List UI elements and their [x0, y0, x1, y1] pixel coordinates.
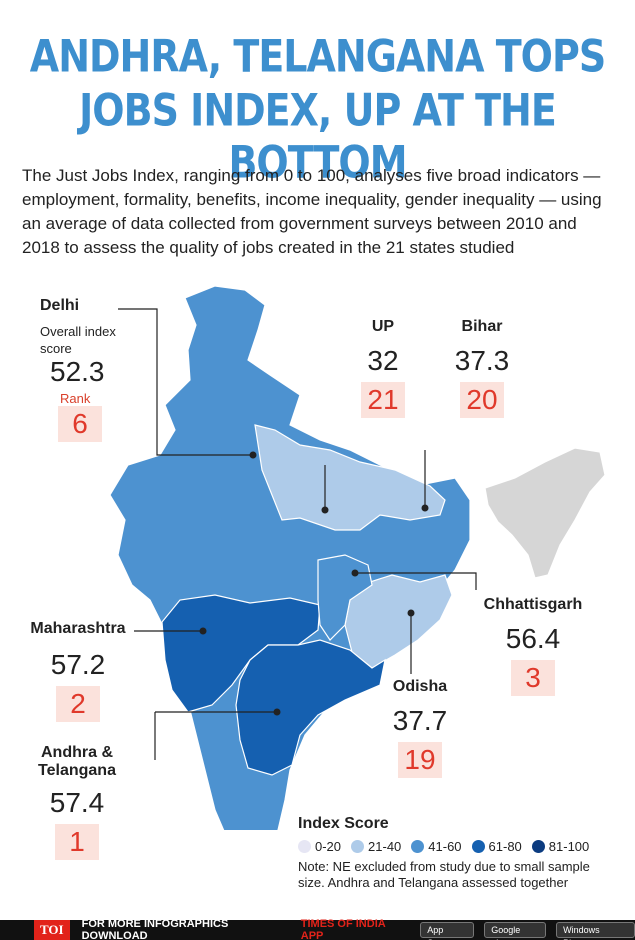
leader-delhi: [118, 308, 253, 456]
bihar-rank: 20: [460, 382, 504, 418]
odisha-rank: 19: [398, 742, 442, 778]
legend-item-61-80: 61-80: [471, 839, 522, 854]
callout-odisha: Odisha 37.7 19: [388, 678, 452, 778]
up-name: UP: [371, 318, 395, 335]
callout-chhattisgarh: Chhattisgarh 56.4 3: [478, 596, 588, 696]
odisha-name: Odisha: [392, 678, 448, 695]
maharashtra-score: 57.2: [50, 649, 106, 680]
andhra-score: 57.4: [49, 787, 105, 818]
footer-bar: TOI FOR MORE INFOGRAPHICS DOWNLOAD TIMES…: [0, 918, 635, 940]
google-play-badge[interactable]: Google play: [484, 922, 547, 940]
legend-item-41-60: 41-60: [411, 839, 462, 854]
maharashtra-name: Maharashtra: [30, 620, 126, 637]
legend-item-81-100: 81-100: [531, 839, 589, 854]
map-northeast: [484, 447, 606, 579]
footer-text: FOR MORE INFOGRAPHICS DOWNLOAD: [81, 918, 229, 940]
callout-up: UP 32 21: [358, 318, 408, 418]
up-score: 32: [367, 345, 399, 376]
app-store-badge[interactable]: App Store: [420, 922, 475, 940]
legend-note: Note: NE excluded from study due to smal…: [298, 859, 590, 890]
legend-item-21-40: 21-40: [351, 839, 401, 854]
odisha-score: 37.7: [392, 705, 448, 736]
india-map: [109, 285, 606, 830]
chhattisgarh-score: 56.4: [505, 623, 561, 654]
delhi-rank-caption: Rank: [60, 391, 91, 406]
intro-paragraph: The Just Jobs Index, ranging from 0 to 1…: [22, 166, 602, 257]
chhattisgarh-rank: 3: [511, 660, 555, 696]
legend-dot-1: [351, 840, 365, 853]
chhattisgarh-name: Chhattisgarh: [483, 596, 583, 613]
leader-chhattisgarh: [355, 572, 477, 590]
delhi-rank: 6: [58, 406, 102, 442]
maharashtra-rank: 2: [56, 686, 100, 722]
toi-logo: TOI: [34, 920, 70, 940]
callout-bihar: Bihar 37.3 20: [452, 318, 512, 418]
up-rank: 21: [361, 382, 405, 418]
headline-line-1: ANDHRA, TELANGANA TOPS: [29, 30, 606, 82]
delhi-score-caption: Overall index score: [40, 324, 116, 356]
map-chhattisgarh: [317, 554, 373, 641]
bihar-name: Bihar: [461, 318, 503, 335]
map-andhra-telangana: [235, 639, 386, 776]
callout-maharashtra: Maharashtra 57.2 2: [28, 620, 128, 722]
map-up-bihar: [254, 424, 446, 531]
headline-line-2: JOBS INDEX, UP AT THE BOTTOM: [79, 84, 557, 188]
legend-title: Index Score: [298, 815, 389, 832]
callout-delhi: Delhi Overall index score 52.3 Rank 6: [40, 297, 130, 442]
delhi-name: Delhi: [40, 297, 80, 314]
legend-items: 0-20 21-40 41-60 61-80 81-100: [298, 839, 589, 854]
andhra-rank: 1: [55, 824, 99, 860]
legend-dot-2: [411, 840, 425, 853]
delhi-score: 52.3: [50, 356, 105, 387]
andhra-name: Andhra & Telangana: [38, 744, 116, 779]
legend-dot-3: [471, 840, 485, 853]
footer-app-link[interactable]: TIMES OF INDIA APP: [300, 918, 386, 940]
legend-dot-0: [298, 840, 311, 853]
legend-item-0-20: 0-20: [298, 839, 341, 854]
windows-phone-badge[interactable]: Windows Phone: [556, 922, 635, 940]
legend: Index Score 0-20 21-40 41-60 61-80 81-10…: [298, 815, 589, 854]
bihar-score: 37.3: [454, 345, 510, 376]
legend-dot-4: [531, 840, 545, 853]
callout-andhra-telangana: Andhra & Telangana 57.4 1: [36, 744, 118, 860]
